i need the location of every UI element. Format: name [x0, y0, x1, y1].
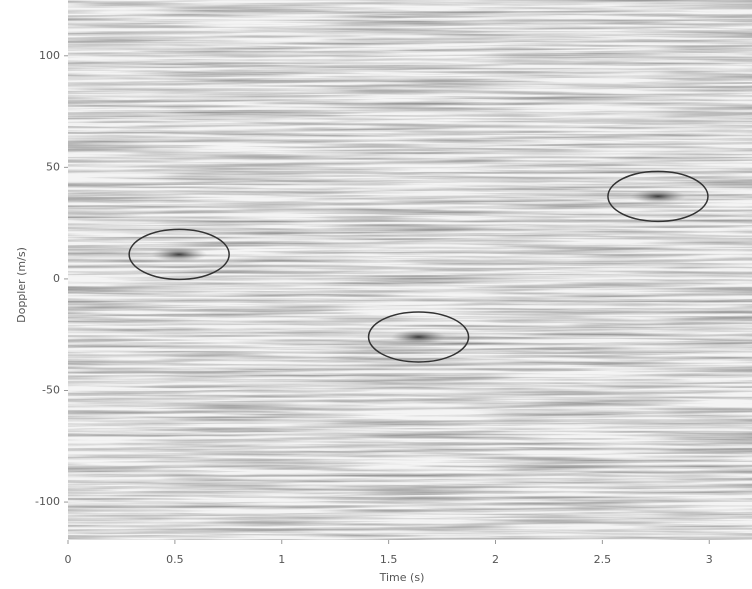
- detection-blob: [390, 329, 447, 344]
- x-tick-label: 0.5: [166, 553, 184, 566]
- detection-blob: [151, 247, 208, 262]
- x-tick-label: 2: [492, 553, 499, 566]
- y-tick-label: -100: [35, 495, 60, 508]
- y-tick-label: 100: [39, 49, 60, 62]
- detection-blob: [629, 189, 686, 204]
- y-tick-label: -50: [42, 383, 60, 396]
- x-axis-label: Time (s): [379, 571, 425, 584]
- detection-circle: [128, 228, 230, 281]
- x-tick-label: 1.5: [380, 553, 398, 566]
- x-tick-label: 3: [706, 553, 713, 566]
- detection-circle: [607, 170, 709, 223]
- detection-circle: [367, 311, 470, 363]
- y-tick-label: 0: [53, 272, 60, 285]
- x-tick-label: 2.5: [594, 553, 612, 566]
- x-tick-label: 0: [65, 553, 72, 566]
- noise-texture: [68, 0, 752, 540]
- x-tick-label: 1: [278, 553, 285, 566]
- y-axis-label: Doppler (m/s): [15, 247, 28, 323]
- y-tick-label: 50: [46, 160, 60, 173]
